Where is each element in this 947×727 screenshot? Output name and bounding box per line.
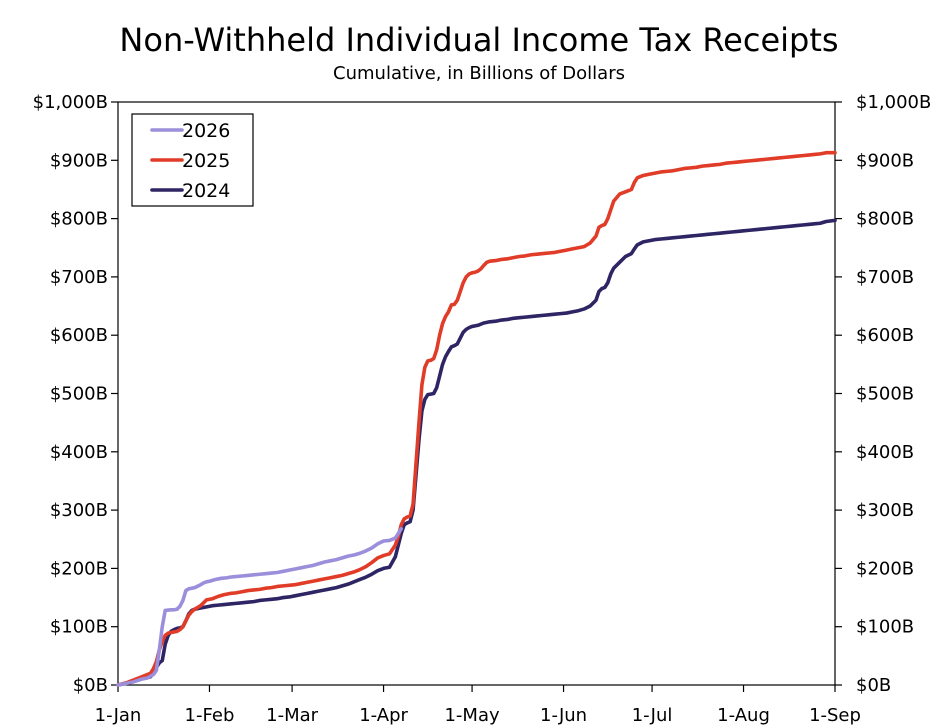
y-tick-label-right-700b: $700B [856, 267, 914, 288]
series-lines [116, 150, 837, 687]
y-tick-label-left-700b: $700B [50, 267, 108, 288]
chart-subtitle: Cumulative, in Billions of Dollars [333, 63, 625, 84]
x-tick-label-1-jun: 1-Jun [540, 705, 587, 726]
x-tick-label-1-sep: 1-Sep [809, 705, 861, 726]
y-tick-label-right-1-000b: $1,000B [856, 92, 931, 113]
legend-label-2024: 2024 [182, 180, 230, 202]
y-tick-label-right-500b: $500B [856, 384, 914, 405]
y-tick-label-left-300b: $300B [50, 500, 108, 521]
x-tick-label-1-jul: 1-Jul [632, 705, 673, 726]
x-tick-label-1-may: 1-May [444, 705, 500, 726]
y-tick-label-left-1-000b: $1,000B [33, 92, 108, 113]
series-line-2025 [116, 150, 837, 687]
y-tick-label-left-600b: $600B [50, 325, 108, 346]
x-tick-label-1-feb: 1-Feb [185, 705, 235, 726]
y-tick-label-left-100b: $100B [50, 617, 108, 638]
legend-label-2025: 2025 [182, 150, 230, 172]
y-tick-label-left-900b: $900B [50, 150, 108, 171]
series-line-2024 [116, 218, 837, 687]
y-tick-label-right-100b: $100B [856, 617, 914, 638]
y-tick-label-left-0b: $0B [73, 675, 108, 696]
y-tick-label-right-400b: $400B [856, 442, 914, 463]
y-axis-right: $0B $100B $200B $300B $400B $500B $600B $700B $8… [835, 92, 931, 696]
x-tick-label-1-jan: 1-Jan [95, 705, 142, 726]
y-axis-left: $0B $100B $200B $300B $400B $500B $600B $700B $8… [33, 92, 118, 696]
y-tick-label-left-200b: $200B [50, 558, 108, 579]
y-tick-label-left-500b: $500B [50, 384, 108, 405]
x-tick-label-1-mar: 1-Mar [266, 705, 319, 726]
x-axis: 1-Jan 1-Feb 1-Mar 1-Apr 1-May 1-Jun 1-Jul 1-Aug… [95, 685, 861, 726]
y-tick-label-right-200b: $200B [856, 558, 914, 579]
chart-title: Non-Withheld Individual Income Tax Recei… [119, 21, 838, 59]
legend-label-2026: 2026 [182, 120, 230, 142]
x-tick-label-1-apr: 1-Apr [359, 705, 408, 726]
series-line-2026 [116, 526, 404, 687]
y-tick-label-right-0b: $0B [856, 675, 891, 696]
x-tick-label-1-aug: 1-Aug [717, 705, 770, 726]
y-tick-label-right-900b: $900B [856, 150, 914, 171]
legend: 2026 2025 2024 [131, 113, 254, 207]
y-tick-label-right-300b: $300B [856, 500, 914, 521]
y-tick-label-right-600b: $600B [856, 325, 914, 346]
y-tick-label-left-800b: $800B [50, 209, 108, 230]
y-tick-label-left-400b: $400B [50, 442, 108, 463]
y-tick-label-right-800b: $800B [856, 209, 914, 230]
